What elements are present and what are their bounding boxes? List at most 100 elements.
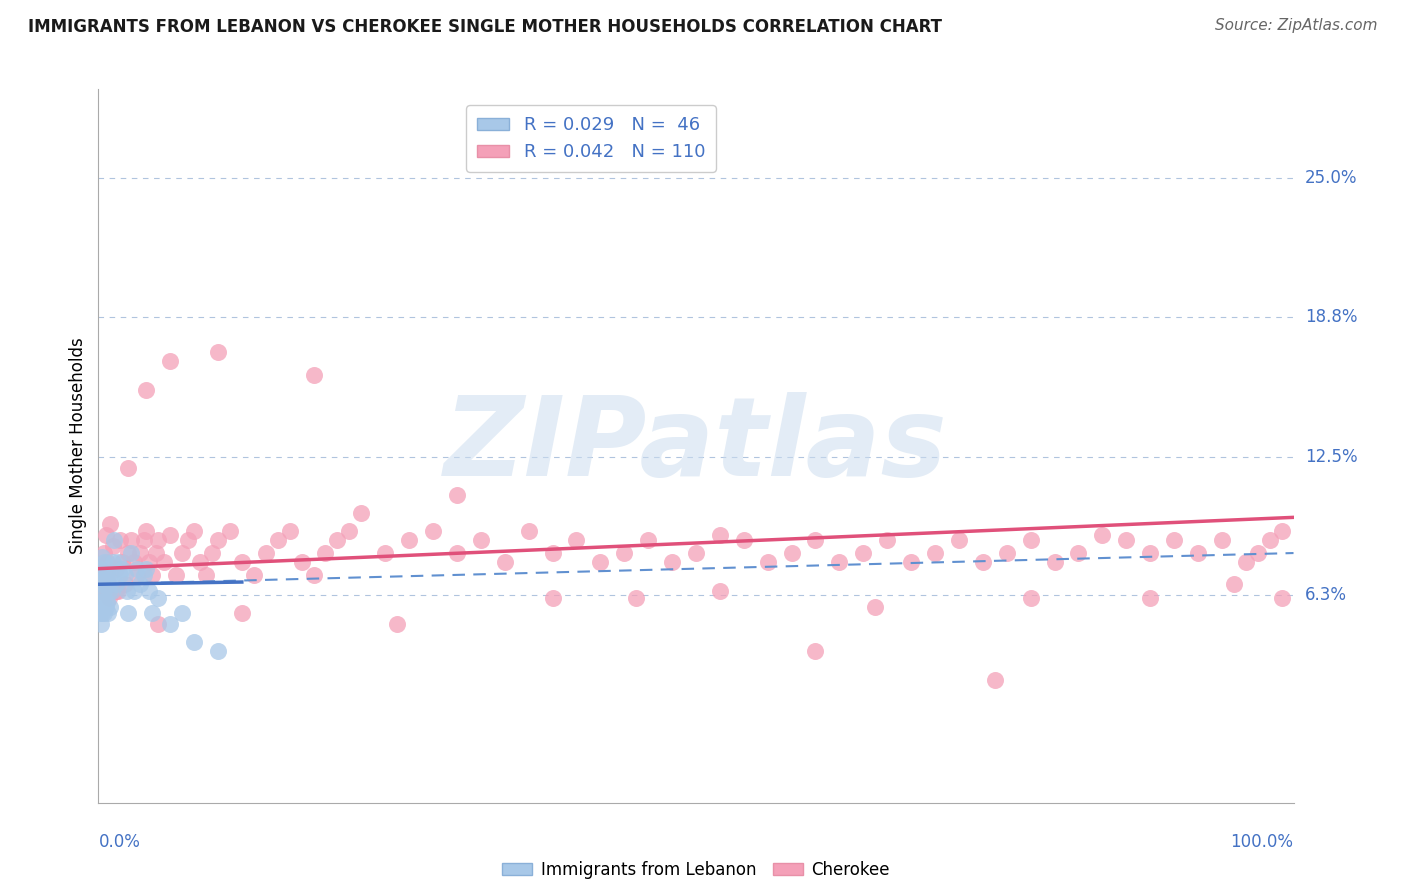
Point [129, 546, 152, 560]
Point [135, 524, 157, 538]
Text: IMMIGRANTS FROM LEBANON VS CHEROKEE SINGLE MOTHER HOUSEHOLDS CORRELATION CHART: IMMIGRANTS FROM LEBANON VS CHEROKEE SING… [28, 18, 942, 36]
Point [100, 583, 122, 598]
Point [93, 607, 115, 621]
Point [115, 583, 138, 598]
Point [96, 555, 118, 569]
Point [1234, 555, 1257, 569]
Point [132, 568, 155, 582]
Point [219, 524, 242, 538]
Point [243, 568, 266, 582]
Point [90, 617, 112, 632]
Point [709, 528, 731, 542]
Point [1019, 591, 1042, 605]
Point [141, 607, 163, 621]
Point [138, 583, 160, 598]
Point [278, 524, 301, 538]
Point [91, 568, 114, 582]
Point [105, 583, 128, 598]
Text: Source: ZipAtlas.com: Source: ZipAtlas.com [1215, 18, 1378, 33]
Point [626, 591, 648, 605]
Point [494, 555, 516, 569]
Point [138, 555, 160, 569]
Point [91, 595, 114, 609]
Point [541, 591, 564, 605]
Point [98, 583, 121, 598]
Point [153, 555, 176, 569]
Point [120, 533, 142, 547]
Point [470, 533, 492, 547]
Point [876, 533, 898, 547]
Point [1258, 533, 1281, 547]
Text: 0.0%: 0.0% [98, 833, 141, 851]
Point [177, 533, 200, 547]
Point [804, 644, 827, 658]
Point [924, 546, 946, 560]
Point [315, 546, 337, 560]
Point [105, 577, 128, 591]
Point [135, 383, 157, 397]
Point [94, 568, 117, 582]
Point [135, 562, 157, 576]
Point [828, 555, 851, 569]
Point [446, 488, 468, 502]
Y-axis label: Single Mother Households: Single Mother Households [69, 338, 87, 554]
Text: 100.0%: 100.0% [1230, 833, 1294, 851]
Point [1187, 546, 1209, 560]
Point [117, 546, 139, 560]
Point [1211, 533, 1233, 547]
Point [89, 577, 111, 591]
Point [1091, 528, 1114, 542]
Point [207, 644, 229, 658]
Point [93, 546, 115, 560]
Point [589, 555, 612, 569]
Point [291, 555, 314, 569]
Point [165, 568, 187, 582]
Point [124, 583, 146, 598]
Point [207, 345, 229, 359]
Point [98, 591, 121, 605]
Point [94, 599, 117, 614]
Point [541, 546, 564, 560]
Point [117, 607, 139, 621]
Point [231, 607, 253, 621]
Point [613, 546, 636, 560]
Text: 6.3%: 6.3% [1305, 586, 1347, 605]
Point [302, 568, 325, 582]
Point [1115, 533, 1137, 547]
Point [97, 607, 120, 621]
Point [129, 577, 152, 591]
Point [105, 562, 128, 576]
Point [159, 617, 181, 632]
Point [865, 599, 887, 614]
Point [733, 533, 755, 547]
Point [1067, 546, 1090, 560]
Point [107, 583, 129, 598]
Point [89, 583, 111, 598]
Point [172, 546, 194, 560]
Point [148, 533, 170, 547]
Point [97, 577, 120, 591]
Point [350, 506, 373, 520]
Point [374, 546, 396, 560]
Point [984, 673, 1007, 687]
Point [565, 533, 588, 547]
Point [709, 583, 731, 598]
Point [637, 533, 659, 547]
Point [148, 617, 170, 632]
Point [96, 566, 118, 580]
Point [207, 533, 229, 547]
Point [1139, 546, 1161, 560]
Text: ZIPatlas: ZIPatlas [444, 392, 948, 500]
Point [756, 555, 779, 569]
Point [948, 533, 970, 547]
Point [97, 577, 120, 591]
Point [446, 546, 468, 560]
Point [780, 546, 803, 560]
Point [120, 546, 142, 560]
Point [183, 524, 205, 538]
Point [145, 546, 167, 560]
Point [326, 533, 349, 547]
Point [90, 595, 112, 609]
Point [114, 568, 136, 582]
Point [1019, 533, 1042, 547]
